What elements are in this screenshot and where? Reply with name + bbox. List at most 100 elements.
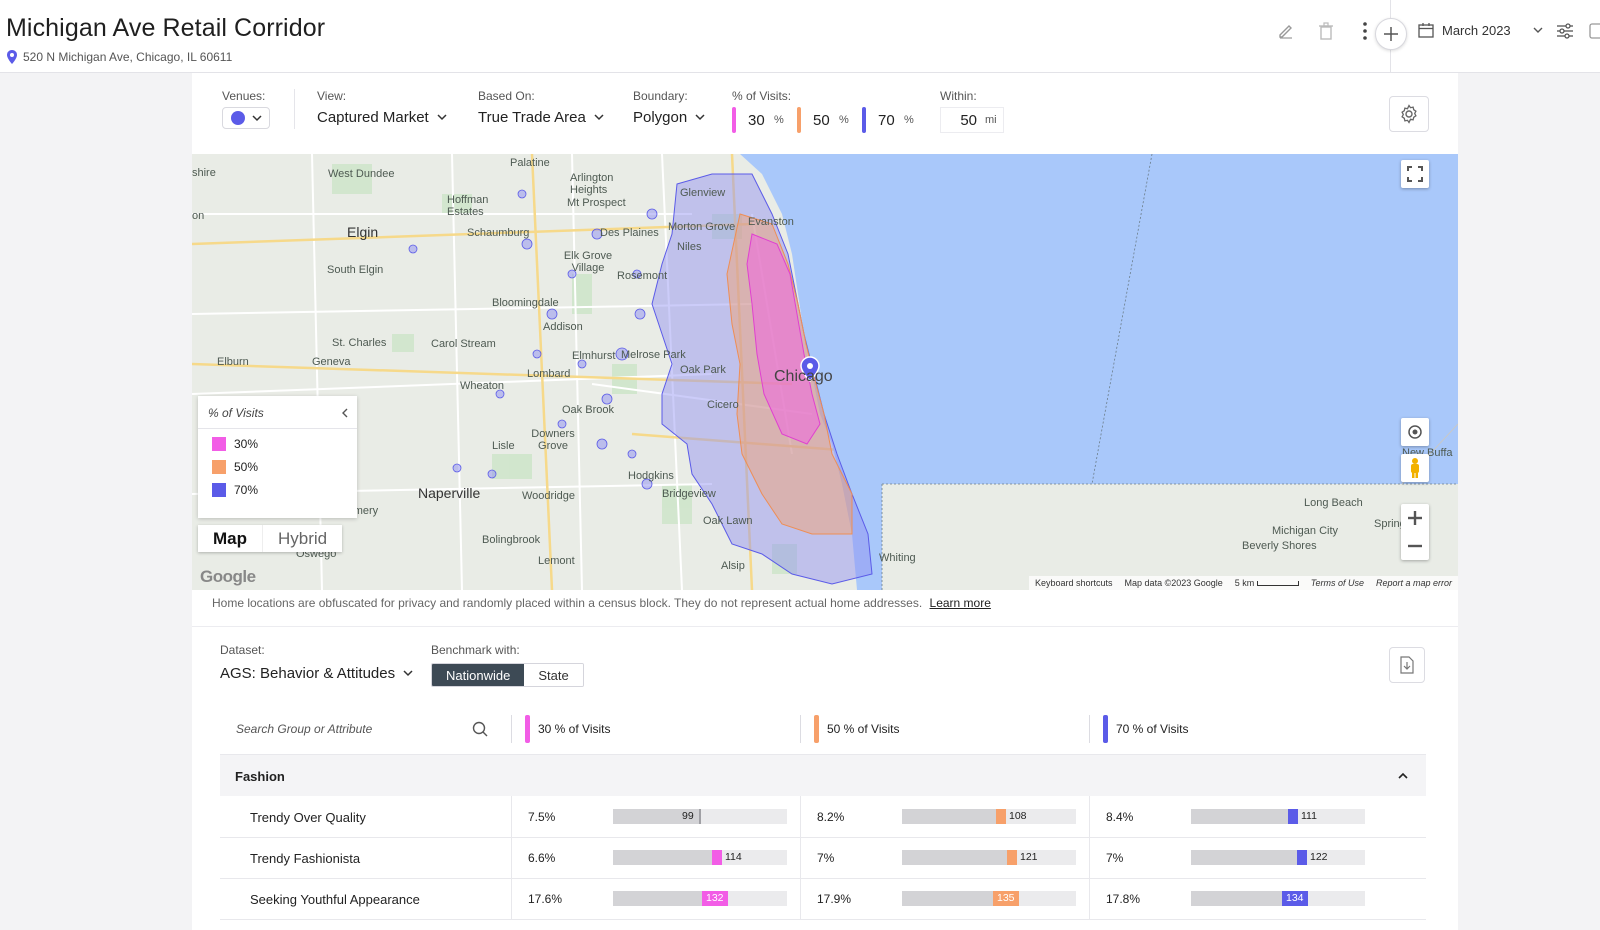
search-placeholder: Search Group or Attribute xyxy=(236,722,373,736)
legend-item-label: 70% xyxy=(234,483,259,497)
dataset-value: AGS: Behavior & Attitudes xyxy=(220,665,396,682)
cell-percent: 7% xyxy=(1106,851,1124,865)
map-label: Bloomingdale xyxy=(492,297,559,309)
map-label: Schaumburg xyxy=(467,227,530,239)
index-value: 111 xyxy=(1301,810,1317,822)
map-label: Des Plaines xyxy=(600,227,659,239)
legend-title: % of Visits xyxy=(208,406,264,420)
header: Michigan Ave Retail Corridor 520 N Michi… xyxy=(0,0,1600,73)
map-label: Michigan City xyxy=(1272,525,1339,537)
visits-30-color xyxy=(732,107,736,133)
collapse-legend-icon[interactable] xyxy=(341,408,349,418)
keyboard-shortcuts-link[interactable]: Keyboard shortcuts xyxy=(1035,578,1113,588)
table-row: Trendy Fashionista 6.6% 114 7% 121 7% 122 xyxy=(220,837,1426,879)
column-header-30: 30 % of Visits xyxy=(525,715,610,743)
map-label: Elmhurst xyxy=(572,350,616,362)
map-label: West Dundee xyxy=(328,168,395,180)
benchmark-nationwide[interactable]: Nationwide xyxy=(432,664,525,686)
chevron-down-icon xyxy=(594,114,604,121)
more-options-icon[interactable] xyxy=(1354,20,1376,42)
view-label: View: xyxy=(317,89,347,103)
map-type-hybrid[interactable]: Hybrid xyxy=(278,528,328,548)
chevron-down-icon xyxy=(1533,27,1543,33)
legend-item-70: 70% xyxy=(212,483,258,497)
table-row: Trendy Over Quality 7.5% 99 8.2% 108 8.4% 111 xyxy=(220,796,1426,838)
map-type-map[interactable]: Map xyxy=(198,525,263,552)
street-view-button[interactable] xyxy=(1401,454,1429,482)
index-bar: 135 xyxy=(902,891,1076,906)
column-header-50: 50 % of Visits xyxy=(814,715,899,743)
filter-sliders-icon[interactable] xyxy=(1554,20,1576,42)
index-bar: 122 xyxy=(1191,850,1365,865)
page-title: Michigan Ave Retail Corridor xyxy=(6,14,326,42)
index-bar-marker xyxy=(702,891,728,906)
trash-icon[interactable] xyxy=(1315,20,1337,42)
google-logo: Google xyxy=(200,567,256,586)
view-dropdown[interactable]: Captured Market xyxy=(317,109,447,126)
index-bar-marker xyxy=(1297,850,1307,865)
learn-more-link[interactable]: Learn more xyxy=(929,596,991,610)
visits-70-unit: % xyxy=(904,114,914,126)
visits-50-color xyxy=(797,107,801,133)
map-label: Lemont xyxy=(538,555,575,567)
my-location-button[interactable] xyxy=(1401,418,1429,446)
index-bar-fill xyxy=(902,850,1007,865)
dataset-dropdown[interactable]: AGS: Behavior & Attitudes xyxy=(220,665,413,682)
settings-button[interactable] xyxy=(1389,96,1429,132)
export-button[interactable] xyxy=(1389,647,1425,683)
zoom-out-button[interactable] xyxy=(1407,532,1423,560)
venues-label: Venues: xyxy=(222,89,266,103)
venue-select[interactable] xyxy=(222,107,270,129)
controls-bar: Venues: View: Captured Market Based On: … xyxy=(192,73,1458,154)
pegman-icon xyxy=(1411,458,1419,478)
index-bar-marker xyxy=(699,809,701,824)
column-color xyxy=(525,715,530,743)
map-label: Elburn xyxy=(217,356,249,368)
venue-color-dot xyxy=(230,111,245,125)
boundary-dropdown[interactable]: Polygon xyxy=(633,109,705,126)
terms-link[interactable]: Terms of Use xyxy=(1310,578,1364,588)
calendar-icon xyxy=(1418,23,1434,38)
based-on-dropdown[interactable]: True Trade Area xyxy=(478,109,604,126)
row-name: Seeking Youthful Appearance xyxy=(250,892,420,907)
add-button[interactable] xyxy=(1375,18,1407,50)
visits-70-input[interactable]: 70 % xyxy=(862,107,914,133)
index-bar-fill xyxy=(1191,891,1308,906)
edit-icon[interactable] xyxy=(1275,20,1297,42)
visits-50-input[interactable]: 50 % xyxy=(797,107,849,133)
visits-30-input[interactable]: 30 % xyxy=(732,107,784,133)
address: 520 N Michigan Ave, Chicago, IL 60611 xyxy=(6,50,232,64)
index-value: 114 xyxy=(725,851,742,863)
index-bar-fill xyxy=(902,891,1019,906)
based-on-label: Based On: xyxy=(478,89,535,103)
index-bar-marker xyxy=(1007,850,1017,865)
fullscreen-button[interactable] xyxy=(1401,160,1429,188)
cell-percent: 17.8% xyxy=(1106,892,1141,906)
legend-swatch xyxy=(212,483,226,497)
map-label: Hodgkins xyxy=(628,470,674,482)
group-row-fashion[interactable]: Fashion xyxy=(220,754,1426,796)
date-picker[interactable]: March 2023 xyxy=(1418,22,1543,38)
table-row: Seeking Youthful Appearance 17.6% 132 17.9%… xyxy=(220,878,1426,920)
index-value: 132 xyxy=(706,892,724,904)
gear-icon xyxy=(1401,104,1417,124)
column-color xyxy=(1103,715,1108,743)
panel-icon[interactable] xyxy=(1588,20,1600,42)
column-header-label: 50 % of Visits xyxy=(827,722,900,736)
cell-divider xyxy=(511,837,512,879)
zoom-in-button[interactable] xyxy=(1407,504,1423,532)
map[interactable]: West Dundee Palatine Arlington Heights H… xyxy=(192,154,1458,590)
search-input[interactable]: Search Group or Attribute xyxy=(220,709,502,749)
map-label: Evanston xyxy=(748,216,794,228)
within-input[interactable]: 50 mi xyxy=(940,107,1004,133)
map-label: Morton Grove xyxy=(668,221,736,233)
map-label: Lombard xyxy=(527,368,571,380)
column-color xyxy=(814,715,819,743)
index-value: 122 xyxy=(1310,851,1328,863)
column-divider xyxy=(800,715,801,743)
report-error-link[interactable]: Report a map error xyxy=(1375,578,1452,588)
benchmark-state[interactable]: State xyxy=(524,664,583,686)
chevron-up-icon[interactable] xyxy=(1398,772,1408,779)
target-icon xyxy=(1408,425,1422,439)
map-label: Whiting xyxy=(879,552,916,564)
